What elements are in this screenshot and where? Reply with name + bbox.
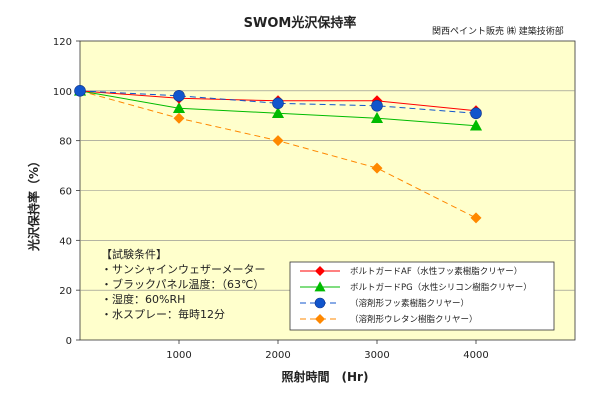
series-markers xyxy=(73,84,483,224)
x-tick-label: 4000 xyxy=(463,350,488,361)
legend-label: （溶剤形フッ素樹脂クリヤー） xyxy=(350,298,469,309)
legend-label: ボルトガードPG（水性シリコン樹脂クリヤー） xyxy=(350,282,532,293)
data-point xyxy=(371,99,383,112)
y-tick-label: 80 xyxy=(59,137,72,148)
data-point xyxy=(74,85,86,97)
legend-label: ボルトガードAF（水性フッ素樹脂クリヤー） xyxy=(350,266,522,277)
legend: ボルトガードAF（水性フッ素樹脂クリヤー） ボルトガードPG（水性シリコン樹脂クリ… xyxy=(289,261,555,331)
data-point xyxy=(470,107,482,120)
data-point xyxy=(173,112,185,124)
x-tick-label: 3000 xyxy=(364,350,389,361)
series-line xyxy=(79,90,477,114)
chart-title: SWOM光沢保持率 xyxy=(244,15,357,31)
condition-item: ・湿度：60%RH xyxy=(101,292,185,306)
data-point xyxy=(173,90,185,102)
x-axis-label: 照射時間 (Hr) xyxy=(282,369,369,384)
x-tick-label: 2000 xyxy=(265,350,290,361)
y-tick-label: 100 xyxy=(53,87,72,98)
data-point xyxy=(469,119,483,131)
legend-marker xyxy=(315,266,325,276)
data-point xyxy=(272,135,284,147)
legend-marker xyxy=(314,297,326,309)
data-point xyxy=(272,97,284,110)
y-tick-label: 40 xyxy=(59,236,72,247)
data-point xyxy=(470,212,482,224)
test-conditions: 【試験条件】 ・サンシャインウェザーメーター ・ブラックパネル温度：（63℃） … xyxy=(101,247,266,321)
data-point xyxy=(371,162,383,174)
y-tick-label: 60 xyxy=(59,187,72,198)
y-tick-label: 20 xyxy=(59,286,72,297)
condition-item: ・サンシャインウェザーメーター xyxy=(101,263,266,276)
y-axis-label: 光沢保持率（%） xyxy=(26,155,41,252)
legend-label: （溶剤形ウレタン樹脂クリヤー） xyxy=(350,314,478,325)
x-tick-label: 1000 xyxy=(166,350,191,361)
condition-item: ・水スプレー：毎時12分 xyxy=(101,308,225,321)
legend-marker xyxy=(315,314,325,324)
data-point xyxy=(370,111,384,123)
data-point xyxy=(271,106,285,119)
data-point xyxy=(172,101,186,114)
y-axis-ticks: 0 20 40 60 80 100 120 xyxy=(53,37,80,347)
legend-marker xyxy=(314,281,326,292)
conditions-title: 【試験条件】 xyxy=(101,247,167,261)
chart-credit: 関西ペイント販売 ㈱ 建築技術部 xyxy=(432,25,564,37)
y-tick-label: 120 xyxy=(53,37,72,48)
condition-item: ・ブラックパネル温度：（63℃） xyxy=(101,277,264,291)
x-axis-ticks: 1000 2000 3000 4000 xyxy=(166,340,489,361)
y-tick-label: 0 xyxy=(66,336,72,347)
